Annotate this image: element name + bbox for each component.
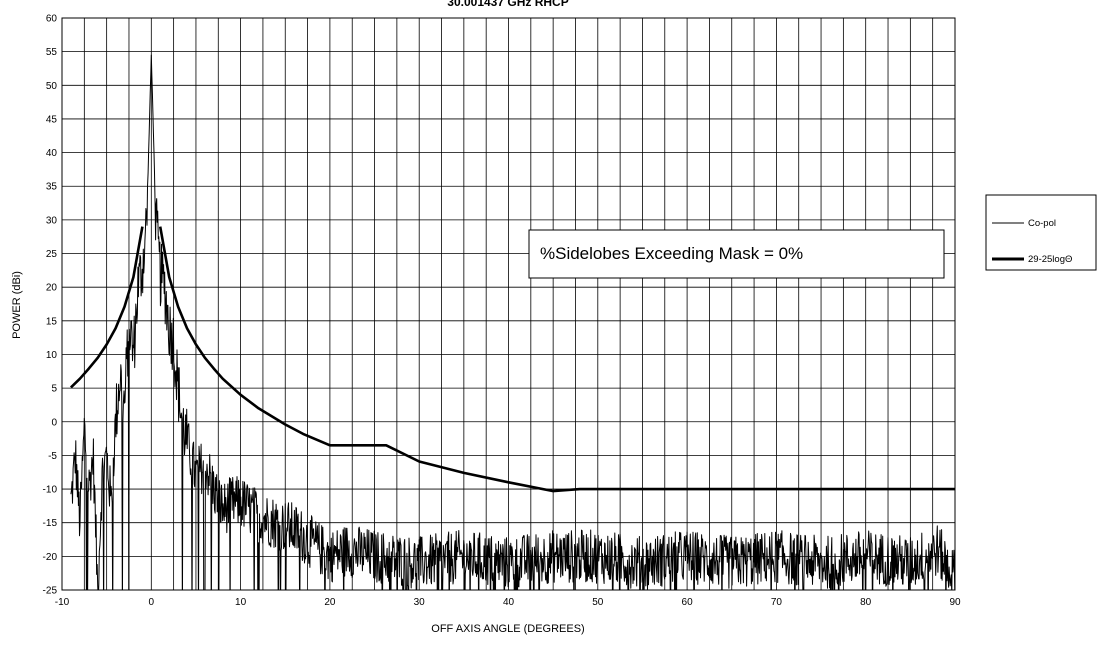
annotation-box: %Sidelobes Exceeding Mask = 0% <box>528 229 945 279</box>
x-tick-label: 20 <box>324 597 336 608</box>
y-tick-label: 60 <box>46 14 58 25</box>
x-tick-label: 30 <box>414 597 426 608</box>
y-tick-label: 55 <box>46 47 58 58</box>
series-layer <box>69 54 955 590</box>
y-tick-label: 0 <box>51 417 57 428</box>
x-tick-label: -10 <box>55 597 70 608</box>
grid <box>61 17 956 591</box>
y-tick-label: -25 <box>43 586 58 597</box>
x-tick-label: 0 <box>149 597 155 608</box>
y-axis-title: POWER (dBi) <box>11 271 23 339</box>
legend: Co-pol 29-25logΘ <box>985 194 1097 271</box>
y-tick-label: 45 <box>46 114 58 125</box>
y-tick-label: 5 <box>51 384 57 395</box>
x-tick-label: 50 <box>592 597 604 608</box>
y-tick-label: 50 <box>46 81 58 92</box>
y-tick-label: 20 <box>46 283 58 294</box>
legend-label-mask: 29-25logΘ <box>1028 254 1072 265</box>
series-line-mask-left <box>69 226 144 389</box>
series-line-co-pol <box>70 54 955 590</box>
y-tick-label: -10 <box>43 485 58 496</box>
legend-label-co-pol: Co-pol <box>1028 218 1056 229</box>
x-tick-label: 80 <box>860 597 872 608</box>
annotation-text: %Sidelobes Exceeding Mask = 0% <box>540 244 803 263</box>
series-line-mask-right <box>158 226 955 493</box>
tick-labels: -10 0 10 20 30 40 50 60 70 80 90 -25 -20 -15 -10 -5 0 5 10… <box>43 14 961 609</box>
y-tick-label: 30 <box>46 215 58 226</box>
y-tick-label: 25 <box>46 249 58 260</box>
x-tick-label: 90 <box>949 597 961 608</box>
y-tick-label: 15 <box>46 316 58 327</box>
y-tick-label: 10 <box>46 350 58 361</box>
y-tick-label: -5 <box>48 451 57 462</box>
chart-title: 30.001437 GHz RHCP <box>447 0 568 9</box>
y-tick-label: 40 <box>46 148 58 159</box>
y-tick-label: -15 <box>43 518 58 529</box>
x-tick-label: 40 <box>503 597 515 608</box>
x-tick-label: 70 <box>771 597 783 608</box>
x-tick-label: 60 <box>682 597 694 608</box>
x-tick-label: 10 <box>235 597 247 608</box>
y-tick-label: 35 <box>46 182 58 193</box>
y-tick-label: -20 <box>43 552 58 563</box>
x-axis-title: OFF AXIS ANGLE (DEGREES) <box>431 623 584 635</box>
